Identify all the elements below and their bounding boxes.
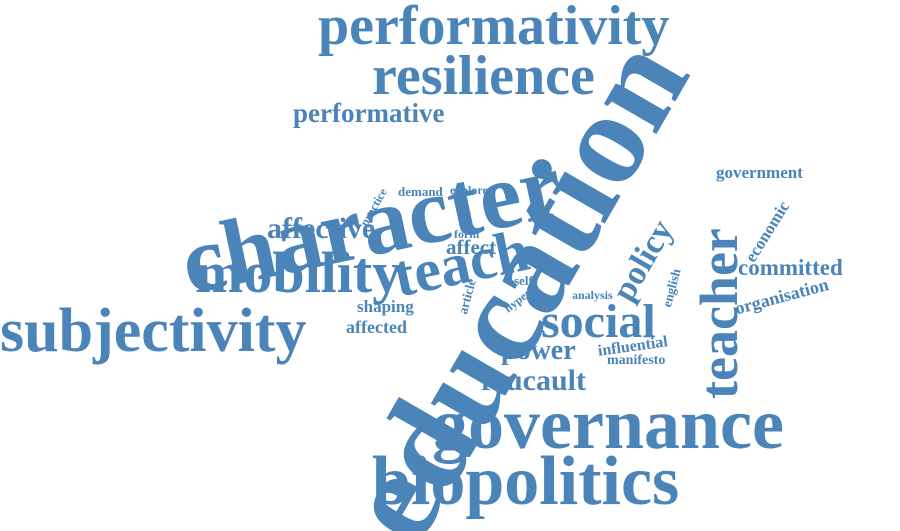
word-social: social: [541, 295, 656, 348]
word-resilience: resilience: [372, 45, 595, 107]
word-performativity: performativity: [318, 0, 670, 57]
word-form: form: [454, 227, 480, 241]
word-analysis: analysis: [572, 288, 613, 302]
word-biopolitics: biopolitics: [372, 443, 680, 520]
word-manifesto: manifesto: [607, 353, 666, 368]
word-demand: demand: [398, 184, 443, 199]
word-affect: affect: [446, 235, 497, 259]
word-self: self: [514, 273, 533, 288]
word-governance: governance: [432, 384, 784, 464]
word-mobility: mobility: [195, 240, 402, 305]
word-performative: performative: [293, 98, 445, 128]
word-shaping: shaping: [357, 297, 414, 316]
word-affective: affective: [267, 212, 376, 245]
word-explore: explore: [450, 183, 488, 197]
word-power: power: [501, 335, 576, 366]
word-affected: affected: [346, 317, 407, 337]
word-subjectivity: subjectivity: [0, 297, 307, 365]
word-english: english: [659, 267, 684, 309]
word-government: government: [716, 163, 803, 182]
word-committed: committed: [738, 255, 843, 280]
word-foucault: foucault: [481, 364, 586, 397]
